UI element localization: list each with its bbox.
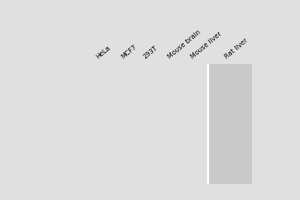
Text: Mouse liver: Mouse liver — [189, 31, 222, 60]
Text: HeLa: HeLa — [95, 45, 112, 60]
Text: 293T: 293T — [142, 45, 159, 60]
Text: MCF7: MCF7 — [120, 44, 138, 60]
Text: Mouse brain: Mouse brain — [167, 29, 202, 60]
Bar — [208, 64, 252, 184]
Text: Rat liver: Rat liver — [224, 37, 249, 60]
